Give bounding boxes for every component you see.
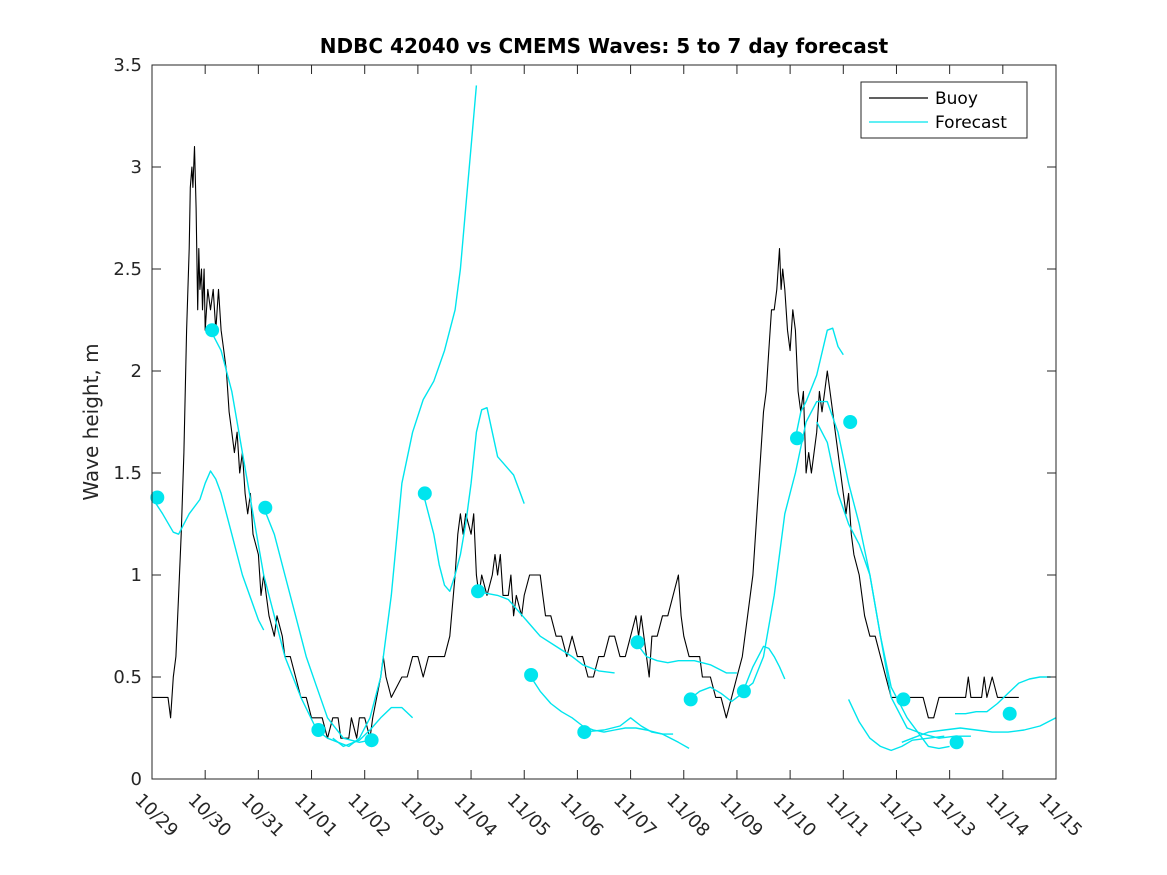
x-tick-label: 11/01	[290, 790, 342, 842]
series-line-forecast-6	[422, 407, 525, 592]
series-line-forecast-12	[741, 400, 971, 739]
forecast-start-marker-2	[258, 500, 273, 515]
legend-forecast-label: Forecast	[935, 113, 1007, 133]
x-tick-label: 11/06	[556, 790, 608, 842]
x-tick-label: 10/30	[184, 790, 236, 842]
series-line-forecast-7	[476, 590, 615, 674]
x-tick-label: 11/05	[503, 790, 555, 842]
series-line-forecast-3	[263, 507, 371, 743]
series-line-forecast-16	[901, 717, 1057, 743]
series-layer	[151, 85, 1057, 752]
forecast-start-marker-1	[205, 323, 220, 338]
plot-area	[152, 65, 1056, 779]
series-line-buoy	[152, 146, 1019, 739]
y-tick-label: 1.5	[113, 463, 142, 484]
series-line-forecast-5	[332, 706, 414, 748]
forecast-start-marker-13	[843, 415, 858, 429]
forecast-start-marker-16	[1002, 706, 1017, 721]
series-line-forecast-17	[955, 676, 1051, 715]
y-tick-label: 2	[131, 361, 142, 382]
x-tick-label: 11/04	[450, 790, 502, 842]
series-line-forecast-11	[688, 645, 786, 703]
x-tick-label: 11/03	[396, 790, 448, 842]
forecast-start-marker-8	[577, 725, 592, 740]
plot-frame	[151, 64, 1057, 780]
x-tick-label: 11/15	[1034, 790, 1086, 842]
forecast-start-marker-5	[417, 486, 432, 501]
x-tick-label: 11/10	[769, 790, 821, 842]
series-line-forecast-1	[151, 470, 265, 631]
series-line-forecast-13	[794, 327, 844, 439]
x-tick-label: 11/14	[981, 790, 1033, 842]
forecast-start-marker-0	[150, 490, 165, 505]
y-tick-label: 3	[131, 157, 142, 178]
forecast-start-marker-4	[364, 733, 379, 748]
y-tick-label: 3.5	[113, 55, 142, 76]
forecast-start-marker-7	[524, 668, 539, 682]
legend: Buoy Forecast	[860, 81, 1028, 139]
y-tick-label: 2.5	[113, 259, 142, 280]
y-tick-label: 0.5	[113, 667, 142, 688]
y-tick-label: 0	[131, 769, 142, 790]
forecast-start-marker-15	[949, 735, 964, 750]
y-tick-label: 1	[131, 565, 142, 586]
legend-buoy-label: Buoy	[935, 89, 978, 109]
series-line-forecast-2	[209, 329, 318, 731]
marker-layer	[150, 323, 1017, 750]
chart-title: NDBC 42040 vs CMEMS Waves: 5 to 7 day fo…	[320, 34, 889, 58]
series-line-forecast-15	[847, 699, 945, 752]
forecast-start-marker-10	[683, 692, 698, 707]
x-tick-label: 11/02	[343, 790, 395, 842]
forecast-start-marker-9	[630, 635, 645, 650]
x-tick-label: 11/12	[875, 790, 927, 842]
y-axis-label: Wave height, m	[79, 343, 103, 500]
forecast-start-marker-14	[896, 692, 911, 707]
x-tick-label: 11/13	[928, 790, 980, 842]
x-tick-label: 11/08	[662, 790, 714, 842]
forecast-start-marker-3	[311, 723, 326, 737]
legend-box	[860, 81, 1028, 139]
forecast-start-marker-6	[471, 584, 485, 599]
forecast-start-marker-11	[736, 684, 751, 699]
x-tick-label: 11/09	[715, 790, 767, 842]
series-line-forecast-10	[635, 641, 737, 674]
x-tick-label: 10/31	[237, 790, 289, 842]
x-tick-label: 11/07	[609, 790, 661, 842]
forecast-start-marker-12	[790, 431, 804, 446]
series-line-forecast-14	[816, 421, 950, 750]
x-tick-label: 10/29	[130, 790, 182, 842]
x-tick-label: 11/11	[822, 790, 874, 842]
series-line-forecast-9	[582, 717, 674, 735]
